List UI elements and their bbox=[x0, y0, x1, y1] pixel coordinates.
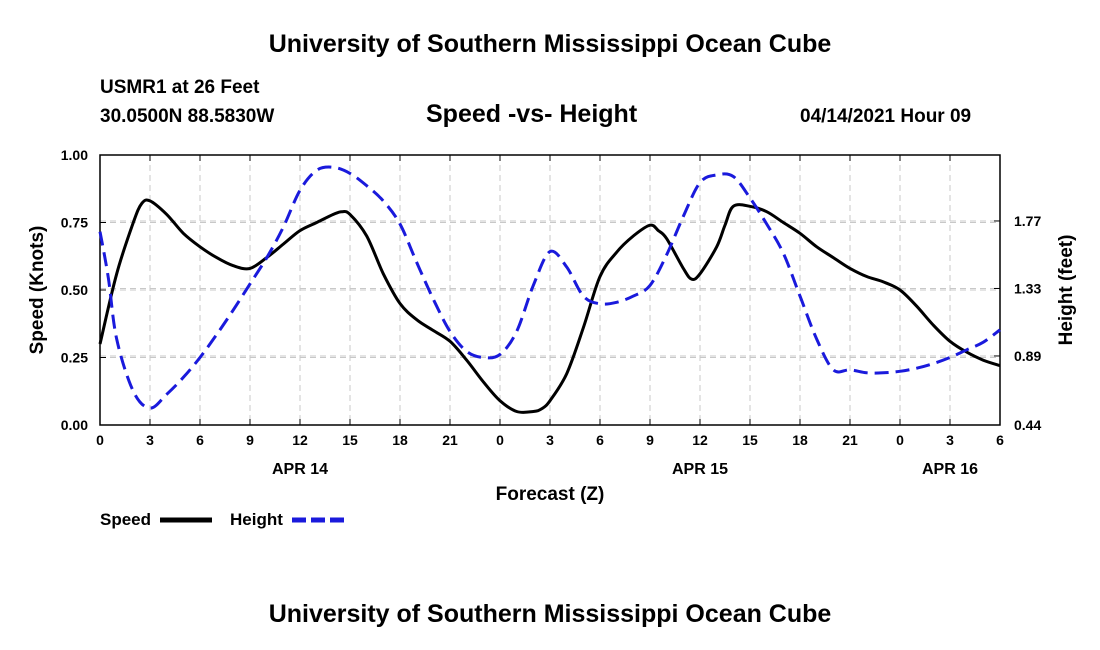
y-axis-title: Speed (Knots) bbox=[27, 226, 48, 355]
grid-lines bbox=[100, 155, 1000, 425]
x-tick-label: 12 bbox=[692, 432, 708, 448]
station-label: USMR1 at 26 Feet bbox=[100, 77, 260, 98]
forecast-datetime: 04/14/2021 Hour 09 bbox=[800, 106, 972, 127]
legend-label-speed: Speed bbox=[100, 510, 151, 529]
y2-axis-title: Height (feet) bbox=[1056, 235, 1077, 346]
x-tick-label: 6 bbox=[196, 432, 204, 448]
series-line-height bbox=[98, 165, 1001, 410]
x-tick-label: 12 bbox=[292, 432, 308, 448]
x-tick-label: 18 bbox=[392, 432, 408, 448]
x-tick-label: 6 bbox=[996, 432, 1004, 448]
page-title: University of Southern Mississippi Ocean… bbox=[268, 30, 832, 58]
y2-tick-label: 0.89 bbox=[1014, 348, 1041, 364]
x-tick-label: 3 bbox=[946, 432, 954, 448]
x-tick-label: 21 bbox=[442, 432, 458, 448]
x-tick-label: 9 bbox=[646, 432, 654, 448]
axis-labels: 0 3 6 9 12 15 18 21 0 3 6 9 12 15 18 21 0 3 6 0.00 0.25 0.50 0… bbox=[61, 147, 1042, 478]
axis-ticks bbox=[99, 154, 1001, 426]
y2-tick-label: 1.77 bbox=[1014, 213, 1041, 229]
y2-tick-label: 0.44 bbox=[1014, 417, 1041, 433]
date-label: APR 14 bbox=[272, 461, 328, 478]
x-tick-label: 9 bbox=[246, 432, 254, 448]
x-tick-label: 15 bbox=[742, 432, 758, 448]
y-tick-label: 0.00 bbox=[61, 417, 88, 433]
x-tick-label: 3 bbox=[546, 432, 554, 448]
x-tick-label: 6 bbox=[596, 432, 604, 448]
date-label: APR 15 bbox=[672, 461, 728, 478]
x-tick-label: 0 bbox=[96, 432, 104, 448]
x-tick-label: 18 bbox=[792, 432, 808, 448]
legend: Speed Height bbox=[100, 510, 344, 529]
x-tick-label: 0 bbox=[496, 432, 504, 448]
legend-label-height: Height bbox=[230, 510, 283, 529]
chart-title: Speed -vs- Height bbox=[426, 100, 638, 128]
y-tick-label: 0.25 bbox=[61, 350, 88, 366]
x-tick-label: 3 bbox=[146, 432, 154, 448]
series-line-speed bbox=[98, 198, 1001, 414]
x-tick-label: 21 bbox=[842, 432, 858, 448]
y-tick-label: 1.00 bbox=[61, 147, 88, 163]
x-tick-label: 0 bbox=[896, 432, 904, 448]
date-label: APR 16 bbox=[922, 461, 978, 478]
footer-title: University of Southern Mississippi Ocean… bbox=[268, 600, 832, 628]
station-coordinates: 30.0500N 88.5830W bbox=[100, 106, 275, 127]
y2-tick-label: 1.33 bbox=[1014, 280, 1041, 296]
x-axis-title: Forecast (Z) bbox=[496, 484, 605, 505]
x-tick-label: 15 bbox=[342, 432, 358, 448]
series-lines bbox=[98, 165, 1001, 414]
y-tick-label: 0.50 bbox=[61, 282, 88, 298]
y-tick-label: 0.75 bbox=[61, 215, 88, 231]
